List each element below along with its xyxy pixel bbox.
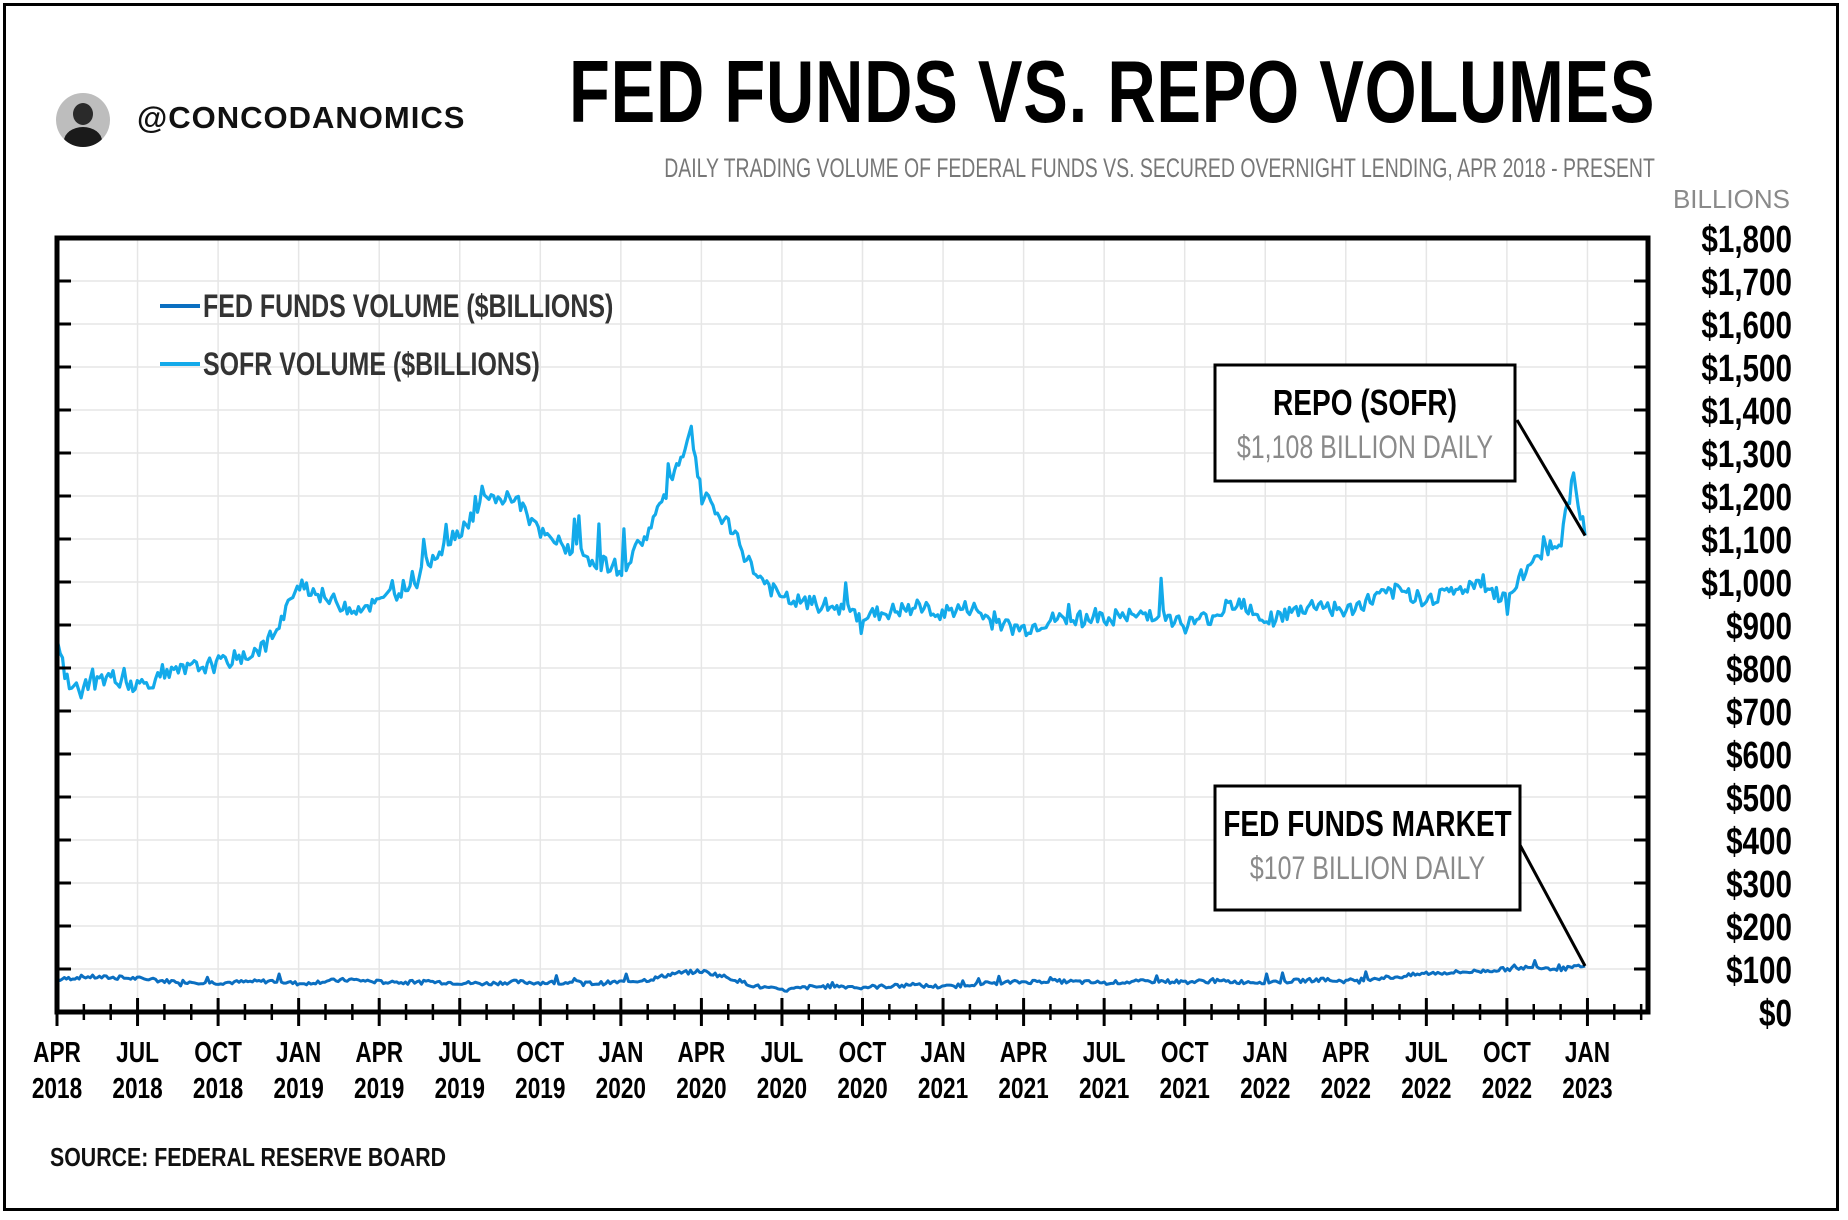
x-tick-label-year: 2019 — [273, 1071, 323, 1104]
x-tick-label-month: JUL — [761, 1035, 804, 1068]
x-tick-label-month: JUL — [116, 1035, 159, 1068]
y-axis-unit-label: BILLIONS — [1673, 184, 1790, 214]
x-tick-label-month: JAN — [920, 1035, 965, 1068]
x-tick-label-month: JAN — [276, 1035, 321, 1068]
y-tick-label: $700 — [1726, 692, 1792, 734]
y-tick-label: $600 — [1726, 735, 1792, 777]
x-tick-label-year: 2019 — [354, 1071, 404, 1104]
x-axis-labels: APR2018JUL2018OCT2018JAN2019APR2019JUL20… — [32, 1035, 1613, 1104]
x-tick-label-year: 2022 — [1401, 1071, 1451, 1104]
avatar-body-shape — [64, 127, 102, 147]
x-tick-label-year: 2018 — [112, 1071, 162, 1104]
y-tick-label: $800 — [1726, 649, 1792, 691]
x-tick-label-year: 2018 — [32, 1071, 82, 1104]
annotation-value: $1,108 BILLION DAILY — [1237, 430, 1493, 466]
y-tick-label: $1,600 — [1701, 305, 1792, 347]
annotation-title: REPO (SOFR) — [1273, 383, 1457, 423]
annotation-box — [1213, 363, 1517, 483]
x-tick-label-month: JAN — [598, 1035, 643, 1068]
source-note: SOURCE: FEDERAL RESERVE BOARD — [50, 1142, 447, 1172]
x-tick-label-year: 2019 — [435, 1071, 485, 1104]
x-tick-label-year: 2019 — [515, 1071, 565, 1104]
x-tick-label-year: 2021 — [1160, 1071, 1210, 1104]
x-tick-label-year: 2020 — [757, 1071, 807, 1104]
y-tick-label: $1,000 — [1701, 563, 1792, 605]
x-tick-label-year: 2023 — [1562, 1071, 1612, 1104]
y-tick-label: $1,400 — [1701, 391, 1792, 433]
annotation-title: FED FUNDS MARKET — [1223, 804, 1512, 844]
y-tick-label: $400 — [1726, 821, 1792, 863]
avatar-head-shape — [73, 103, 93, 125]
y-tick-label: $500 — [1726, 778, 1792, 820]
y-tick-label: $200 — [1726, 907, 1792, 949]
x-tick-label-year: 2021 — [1079, 1071, 1129, 1104]
fed-funds-series-line — [57, 959, 1586, 993]
x-tick-label-year: 2022 — [1321, 1071, 1371, 1104]
axis-ticks — [55, 236, 1648, 1026]
x-tick-label-month: APR — [678, 1035, 726, 1068]
x-tick-label-month: JUL — [438, 1035, 481, 1068]
y-tick-label: $1,700 — [1701, 262, 1792, 304]
x-tick-label-year: 2022 — [1240, 1071, 1290, 1104]
x-tick-label-month: APR — [355, 1035, 403, 1068]
x-tick-label-year: 2020 — [837, 1071, 887, 1104]
x-tick-label-month: JUL — [1405, 1035, 1448, 1068]
y-tick-label: $100 — [1726, 950, 1792, 992]
x-tick-label-month: OCT — [1483, 1035, 1531, 1068]
x-tick-label-month: JAN — [1243, 1035, 1288, 1068]
series-lines — [56, 424, 1587, 993]
legend-label: FED FUNDS VOLUME ($BILLIONS) — [203, 289, 613, 325]
avatar — [56, 93, 110, 147]
chart-frame — [3, 3, 1839, 1211]
x-tick-label-month: JUL — [1083, 1035, 1126, 1068]
y-tick-label: $1,300 — [1701, 434, 1792, 476]
x-tick-label-year: 2020 — [676, 1071, 726, 1104]
annotation-leader-line — [1518, 844, 1587, 967]
annotations: REPO (SOFR) $1,108 BILLION DAILY FED FUNDS… — [1213, 363, 1587, 967]
y-tick-label: $1,200 — [1701, 477, 1792, 519]
x-tick-label-year: 2020 — [596, 1071, 646, 1104]
y-tick-label: $900 — [1726, 606, 1792, 648]
annotation-leader-line — [1515, 419, 1587, 537]
author-handle: @CONCODANOMICS — [137, 100, 466, 135]
x-tick-label-month: OCT — [839, 1035, 887, 1068]
y-tick-label: $1,800 — [1701, 219, 1792, 261]
y-tick-label: $1,100 — [1701, 520, 1792, 562]
annotation-box — [1213, 784, 1522, 912]
chart-title: FED FUNDS VS. REPO VOLUMES — [568, 42, 1655, 141]
x-tick-label-month: OCT — [516, 1035, 564, 1068]
legend-label: SOFR VOLUME ($BILLIONS) — [203, 347, 540, 383]
y-axis-labels: $0$100$200$300$400$500$600$700$800$900$1… — [1701, 219, 1792, 1035]
x-tick-label-year: 2021 — [918, 1071, 968, 1104]
y-tick-label: $300 — [1726, 864, 1792, 906]
x-tick-label-month: APR — [33, 1035, 81, 1068]
x-tick-label-month: APR — [1322, 1035, 1370, 1068]
y-tick-label: $1,500 — [1701, 348, 1792, 390]
x-tick-label-month: JAN — [1565, 1035, 1610, 1068]
x-tick-label-year: 2022 — [1482, 1071, 1532, 1104]
x-tick-label-month: OCT — [194, 1035, 242, 1068]
x-tick-label-year: 2018 — [193, 1071, 243, 1104]
chart-subtitle: DAILY TRADING VOLUME OF FEDERAL FUNDS VS… — [664, 153, 1655, 183]
legend: FED FUNDS VOLUME ($BILLIONS) SOFR VOLUME … — [160, 289, 613, 383]
x-tick-label-month: OCT — [1161, 1035, 1209, 1068]
annotation-value: $107 BILLION DAILY — [1250, 851, 1485, 887]
y-tick-label: $0 — [1759, 993, 1792, 1035]
sofr-series-line — [56, 424, 1587, 700]
x-tick-label-year: 2021 — [998, 1071, 1048, 1104]
x-tick-label-month: APR — [1000, 1035, 1048, 1068]
